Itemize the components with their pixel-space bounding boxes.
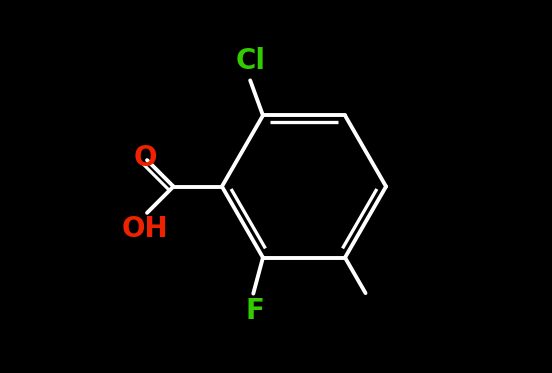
Text: F: F [246, 297, 264, 325]
Text: Cl: Cl [235, 47, 265, 75]
Text: OH: OH [122, 215, 168, 243]
Text: O: O [134, 144, 157, 172]
